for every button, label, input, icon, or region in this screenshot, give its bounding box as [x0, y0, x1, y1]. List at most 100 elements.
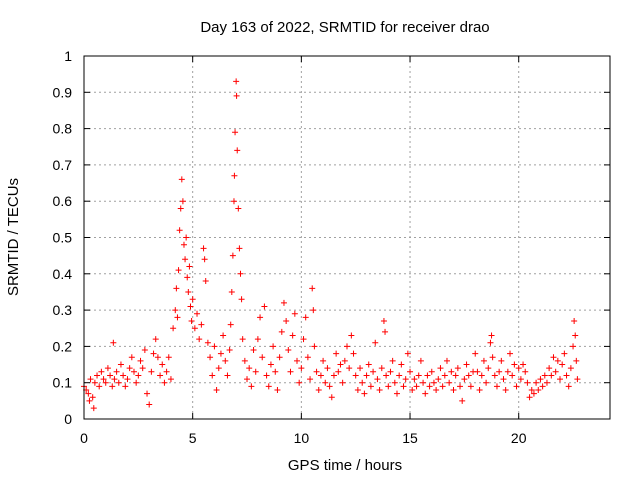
- y-tick-label: 0.8: [53, 121, 73, 137]
- data-point: [232, 129, 239, 136]
- data-point: [380, 317, 387, 324]
- data-point: [257, 314, 264, 321]
- data-point: [457, 383, 464, 390]
- data-point: [483, 379, 490, 386]
- data-point: [265, 383, 272, 390]
- data-point: [263, 372, 270, 379]
- data-point: [461, 376, 468, 383]
- data-point: [207, 354, 214, 361]
- data-point: [174, 314, 181, 321]
- data-point: [372, 339, 379, 346]
- data-point: [176, 227, 183, 234]
- data-point: [200, 245, 207, 252]
- data-point: [86, 397, 93, 404]
- data-point: [507, 350, 514, 357]
- x-tick-label: 20: [511, 430, 527, 446]
- data-point: [573, 357, 580, 364]
- data-point: [374, 376, 381, 383]
- data-point: [236, 245, 243, 252]
- data-point: [559, 361, 566, 368]
- data-point: [504, 368, 511, 375]
- data-point: [230, 198, 237, 205]
- data-point: [280, 299, 287, 306]
- data-point: [179, 198, 186, 205]
- data-point: [528, 386, 535, 393]
- grid-layer: [84, 56, 610, 419]
- data-point: [433, 386, 440, 393]
- data-point: [254, 336, 261, 343]
- data-point: [415, 372, 422, 379]
- data-point: [85, 390, 92, 397]
- data-point: [333, 350, 340, 357]
- data-point: [387, 368, 394, 375]
- data-point: [226, 347, 233, 354]
- data-point: [233, 78, 240, 85]
- data-point: [354, 386, 361, 393]
- data-point: [133, 379, 140, 386]
- data-point: [124, 376, 131, 383]
- data-point: [274, 386, 281, 393]
- data-point: [550, 354, 557, 361]
- data-point: [135, 372, 142, 379]
- data-point: [217, 350, 224, 357]
- data-point: [261, 303, 268, 310]
- data-point: [524, 379, 531, 386]
- data-point: [317, 372, 324, 379]
- data-point: [146, 401, 153, 408]
- data-point: [235, 205, 242, 212]
- data-point: [515, 365, 522, 372]
- data-point: [128, 354, 135, 361]
- data-point: [570, 343, 577, 350]
- data-point: [400, 383, 407, 390]
- data-point: [500, 376, 507, 383]
- data-point: [220, 332, 227, 339]
- data-point: [104, 365, 111, 372]
- data-point: [554, 357, 561, 364]
- data-point: [222, 357, 229, 364]
- data-point: [167, 376, 174, 383]
- data-point: [309, 285, 316, 292]
- data-point: [459, 397, 466, 404]
- data-point: [535, 386, 542, 393]
- data-point: [191, 325, 198, 332]
- data-point: [361, 390, 368, 397]
- data-point: [363, 372, 370, 379]
- data-point: [172, 307, 179, 314]
- data-point: [367, 383, 374, 390]
- data-point: [244, 376, 251, 383]
- data-point: [285, 347, 292, 354]
- data-point: [229, 252, 236, 259]
- data-point: [396, 372, 403, 379]
- data-point: [480, 357, 487, 364]
- data-point: [113, 368, 120, 375]
- data-point: [267, 361, 274, 368]
- data-point: [359, 379, 366, 386]
- data-point: [530, 390, 537, 397]
- data-point: [465, 372, 472, 379]
- data-point: [426, 383, 433, 390]
- data-point: [154, 354, 161, 361]
- data-point: [204, 339, 211, 346]
- data-point: [96, 383, 103, 390]
- data-point: [493, 383, 500, 390]
- data-point: [122, 383, 129, 390]
- data-point: [402, 376, 409, 383]
- data-point: [350, 350, 357, 357]
- data-point: [335, 368, 342, 375]
- data-point: [186, 263, 193, 270]
- data-point: [228, 288, 235, 295]
- data-point: [110, 339, 117, 346]
- data-point: [215, 365, 222, 372]
- data-point: [180, 241, 187, 248]
- data-point: [272, 368, 279, 375]
- data-point: [344, 343, 350, 350]
- data-point: [182, 256, 189, 263]
- data-point: [520, 361, 527, 368]
- data-point: [130, 368, 137, 375]
- data-point: [376, 386, 383, 393]
- x-tick-label: 10: [294, 430, 310, 446]
- data-point: [189, 296, 196, 303]
- data-point: [94, 372, 101, 379]
- x-tick-label: 0: [80, 430, 88, 446]
